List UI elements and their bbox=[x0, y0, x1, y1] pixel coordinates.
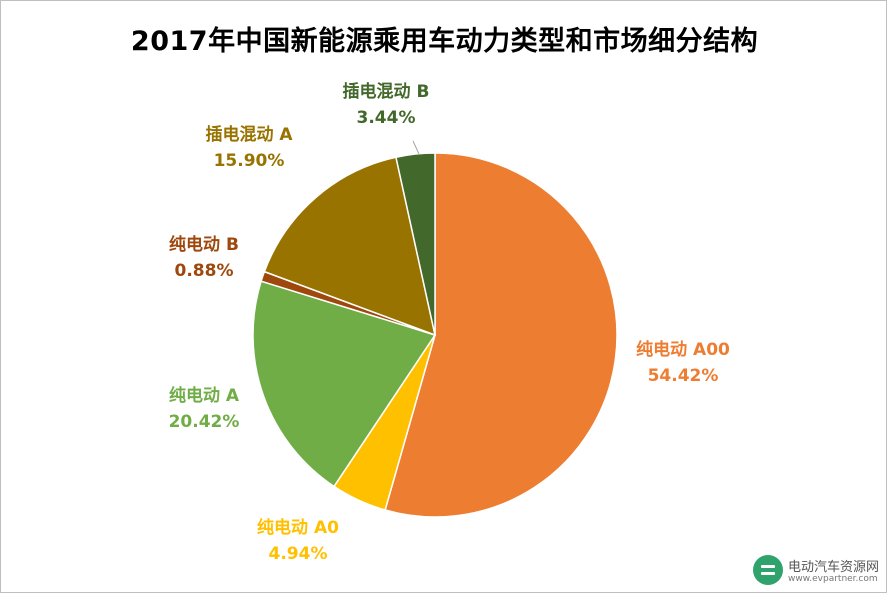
slice-label-bev-a: 纯电动 A 20.42% bbox=[134, 383, 274, 435]
watermark-url: www.evpartner.com bbox=[788, 574, 878, 584]
leader-line-plug-in-hybrid-b bbox=[412, 140, 420, 155]
slice-phev-b bbox=[395, 152, 436, 336]
slice-name: 纯电动 A bbox=[168, 386, 240, 406]
slice-value: 0.88% bbox=[174, 261, 234, 281]
slice-value: 20.42% bbox=[168, 412, 240, 432]
slice-label-phev-b: 插电混动 B 3.44% bbox=[316, 79, 456, 131]
evpartner-logo-icon bbox=[753, 555, 783, 585]
slice-value: 54.42% bbox=[647, 366, 719, 386]
slice-label-bev-a0: 纯电动 A0 4.94% bbox=[228, 515, 368, 567]
slice-phev-a bbox=[263, 156, 437, 337]
slice-value: 4.94% bbox=[268, 544, 328, 564]
slice-name: 插电混动 A bbox=[205, 125, 293, 145]
slice-bev-a00 bbox=[384, 152, 618, 518]
watermark: 电动汽车资源网 www.evpartner.com bbox=[753, 554, 885, 588]
slice-name: 纯电动 B bbox=[169, 235, 239, 255]
slice-name: 纯电动 A00 bbox=[636, 340, 730, 360]
slice-name: 插电混动 B bbox=[342, 82, 430, 102]
slice-label-phev-a: 插电混动 A 15.90% bbox=[179, 122, 319, 174]
slice-value: 3.44% bbox=[356, 108, 416, 128]
slice-label-bev-b: 纯电动 B 0.88% bbox=[134, 232, 274, 284]
slice-name: 纯电动 A0 bbox=[257, 518, 339, 538]
slice-value: 15.90% bbox=[213, 151, 285, 171]
slice-bev-a bbox=[252, 280, 437, 488]
chart-title: 2017年中国新能源乘用车动力类型和市场细分结构 bbox=[130, 26, 759, 57]
watermark-name: 电动汽车资源网 bbox=[788, 560, 880, 575]
slice-label-bev-a00: 纯电动 A00 54.42% bbox=[613, 337, 753, 389]
